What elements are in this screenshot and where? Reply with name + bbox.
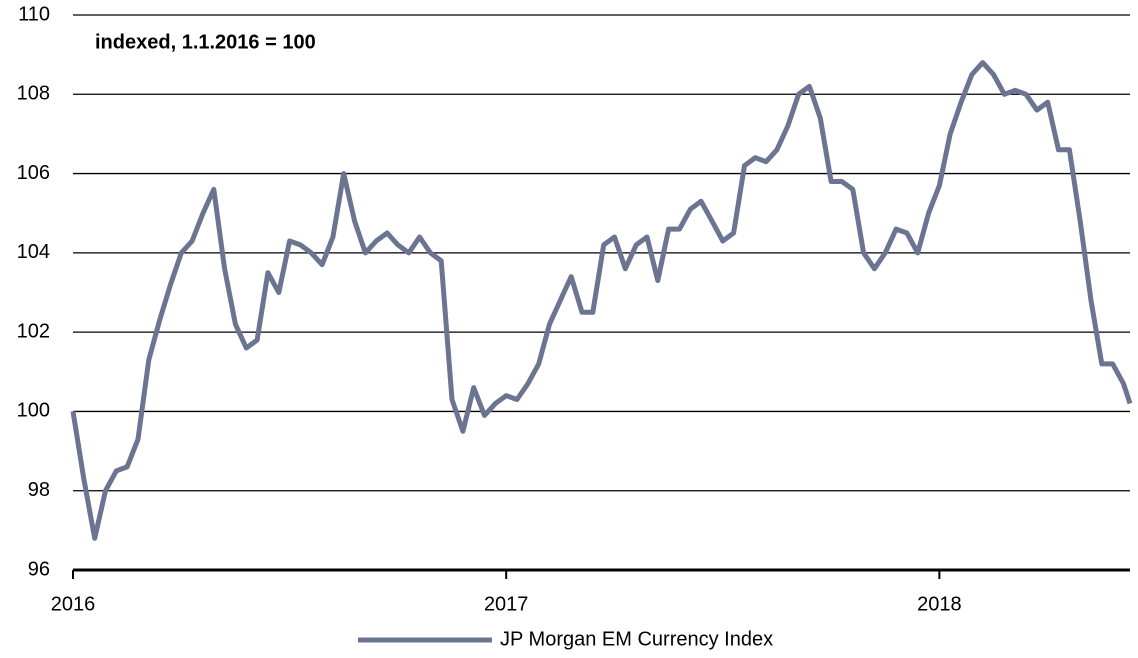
y-tick-label: 106 [17, 162, 50, 184]
x-tick-label: 2017 [484, 593, 529, 615]
y-tick-label: 100 [17, 400, 50, 422]
y-tick-label: 102 [17, 320, 50, 342]
y-tick-label: 96 [28, 558, 50, 580]
y-tick-label: 110 [18, 3, 50, 25]
annotation: indexed, 1.1.2016 = 100 [95, 31, 316, 53]
legend-label: JP Morgan EM Currency Index [500, 628, 773, 650]
y-tick-label: 108 [17, 83, 50, 105]
x-tick-label: 2016 [51, 593, 96, 615]
y-tick-label: 104 [17, 241, 50, 263]
y-tick-label: 98 [28, 479, 50, 501]
x-tick-label: 2018 [917, 593, 962, 615]
series-line [70, 60, 1133, 541]
